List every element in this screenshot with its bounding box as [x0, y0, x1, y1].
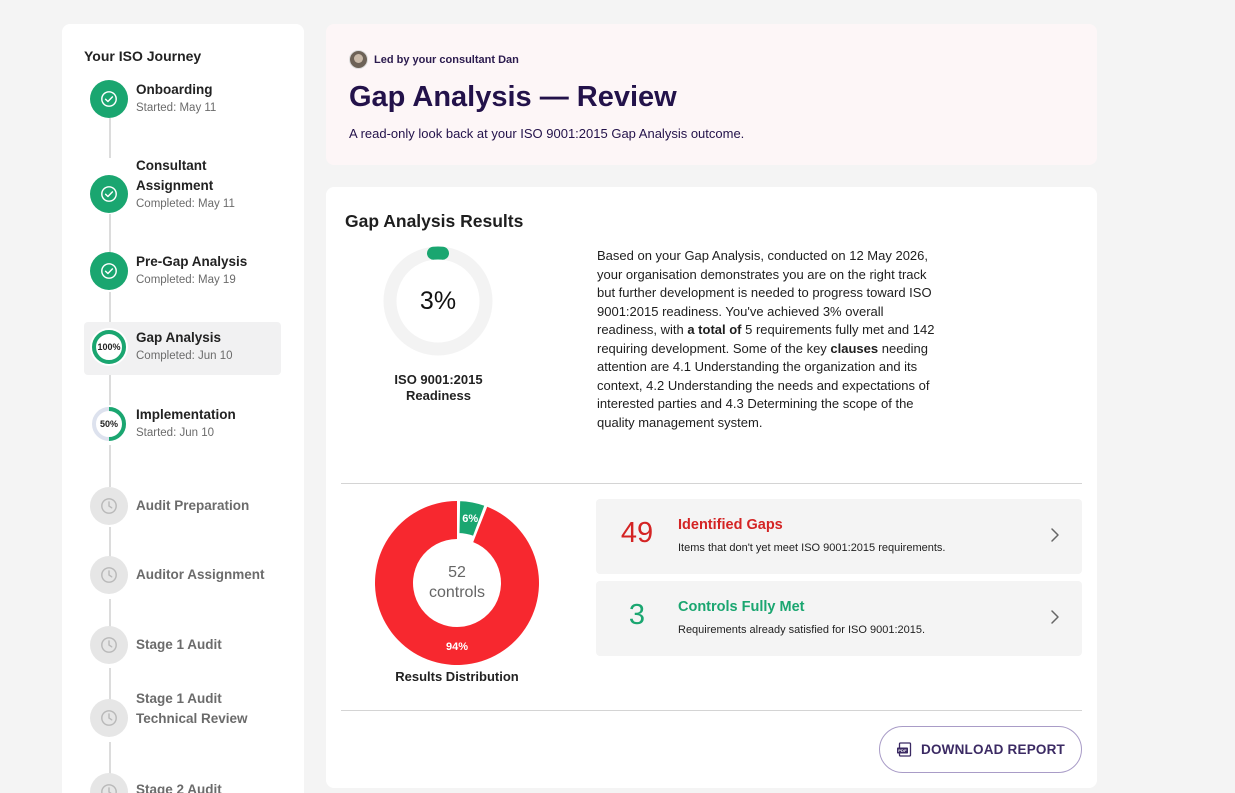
step-status: Started: May 11	[136, 102, 217, 114]
step-auditor-assignment[interactable]: Auditor Assignment	[84, 556, 281, 594]
step-connector	[109, 118, 111, 158]
check-icon	[90, 252, 128, 290]
journey-sidebar: Your ISO Journey Onboarding Started: May…	[62, 24, 304, 793]
page-subtitle: A read-only look back at your ISO 9001:2…	[349, 126, 745, 141]
step-label: Stage 1 Audit Technical Review	[136, 691, 248, 726]
review-header: Led by your consultant Dan Gap Analysis …	[326, 24, 1097, 165]
step-status: Completed: May 11	[136, 198, 235, 210]
readiness-label: ISO 9001:2015 Readiness	[394, 372, 483, 403]
summary-text: needing attention are 4.1 Understanding …	[597, 340, 930, 430]
gaps-title: Identified Gaps	[678, 517, 783, 533]
summary-text: Based on your Gap Analysis, conducted on…	[597, 248, 932, 337]
download-label: DOWNLOAD REPORT	[921, 742, 1065, 757]
step-label: Stage 2 Audit	[136, 782, 222, 793]
step-label: Onboarding	[136, 82, 213, 97]
step-connector	[109, 292, 111, 330]
clock-icon	[90, 487, 128, 525]
step-label: Audit Preparation	[136, 498, 250, 513]
gaps-description: Items that don't yet meet ISO 9001:2015 …	[678, 542, 946, 554]
met-title: Controls Fully Met	[678, 599, 805, 615]
step-stage-1-audit[interactable]: Stage 1 Audit	[84, 626, 281, 664]
svg-text:PDF: PDF	[898, 748, 907, 753]
results-summary: Based on your Gap Analysis, conducted on…	[597, 247, 942, 432]
met-count: 3	[628, 599, 646, 631]
step-label: Implementation	[136, 407, 236, 422]
step-gap-analysis[interactable]: 100% Gap Analysis Completed: Jun 10	[84, 322, 281, 375]
results-title: Gap Analysis Results	[345, 211, 524, 231]
distribution-label: Results Distribution	[395, 669, 519, 684]
step-implementation[interactable]: 50% Implementation Started: Jun 10	[84, 405, 281, 443]
step-consultant-assignment[interactable]: Consultant Assignment Completed: May 11	[84, 156, 281, 213]
step-label: Gap Analysis	[136, 330, 222, 345]
step-connector	[109, 599, 111, 633]
identified-gaps-card[interactable]: 49 Identified Gaps Items that don't yet …	[596, 499, 1082, 574]
clock-icon	[90, 773, 128, 793]
check-icon	[90, 80, 128, 118]
controls-met-card[interactable]: 3 Controls Fully Met Requirements alread…	[596, 581, 1082, 656]
summary-bold: clauses	[830, 340, 879, 356]
download-report-button[interactable]: PDF DOWNLOAD REPORT	[879, 726, 1082, 773]
donut-center: 52 controls	[374, 500, 540, 666]
step-pre-gap-analysis[interactable]: Pre-Gap Analysis Completed: May 19	[84, 252, 281, 290]
step-label: Consultant Assignment	[136, 158, 214, 193]
summary-bold: a total of	[687, 322, 742, 337]
step-audit-preparation[interactable]: Audit Preparation	[84, 487, 281, 525]
progress-ring-icon: 100%	[90, 328, 128, 366]
step-connector	[109, 445, 111, 487]
step-connector	[109, 214, 111, 254]
avatar	[349, 50, 368, 69]
clock-icon	[90, 556, 128, 594]
step-status: Completed: Jun 10	[136, 350, 233, 362]
step-connector	[109, 368, 111, 406]
met-pct-label: 6%	[462, 513, 478, 525]
consultant-line: Led by your consultant Dan	[349, 50, 1074, 69]
step-label: Pre-Gap Analysis	[136, 254, 248, 269]
gaps-slice	[374, 501, 539, 665]
step-connector	[109, 527, 111, 563]
progress-ring-icon: 50%	[90, 405, 128, 443]
step-progress: 100%	[97, 342, 121, 352]
gap-pct-label: 94%	[446, 641, 468, 653]
summary-text: 5 requirements fully met and 142 requiri…	[597, 322, 935, 356]
step-status: Completed: May 19	[136, 274, 236, 286]
step-stage-1-technical-review[interactable]: Stage 1 Audit Technical Review	[84, 691, 281, 737]
step-onboarding[interactable]: Onboarding Started: May 11	[84, 80, 281, 118]
step-status: Started: Jun 10	[136, 427, 214, 439]
chevron-right-icon	[1051, 528, 1059, 542]
controls-count: 52	[448, 564, 466, 581]
step-connector	[109, 668, 111, 704]
readiness-gauge	[383, 246, 493, 356]
check-icon	[90, 175, 128, 213]
step-label: Stage 1 Audit	[136, 637, 222, 652]
step-progress: 50%	[99, 419, 118, 429]
pdf-icon: PDF	[897, 741, 912, 757]
chevron-right-icon	[1051, 610, 1059, 624]
clock-icon	[90, 626, 128, 664]
gaps-count: 49	[620, 517, 654, 549]
page-title: Gap Analysis — Review	[349, 81, 677, 113]
step-connector	[109, 742, 111, 778]
step-label: Auditor Assignment	[136, 567, 265, 582]
divider	[341, 710, 1082, 711]
met-description: Requirements already satisfied for ISO 9…	[678, 624, 926, 636]
consultant-label: Led by your consultant Dan	[374, 53, 519, 66]
clock-icon	[90, 699, 128, 737]
sidebar-title: Your ISO Journey	[84, 48, 202, 64]
met-slice	[457, 500, 487, 539]
divider	[341, 483, 1082, 484]
step-stage-2-audit[interactable]: Stage 2 Audit	[84, 773, 281, 793]
controls-unit: controls	[428, 584, 486, 601]
results-card: Gap Analysis Results 3% ISO 9001:2015 Re…	[326, 187, 1097, 788]
results-distribution-donut: 6% 94%	[374, 500, 539, 665]
